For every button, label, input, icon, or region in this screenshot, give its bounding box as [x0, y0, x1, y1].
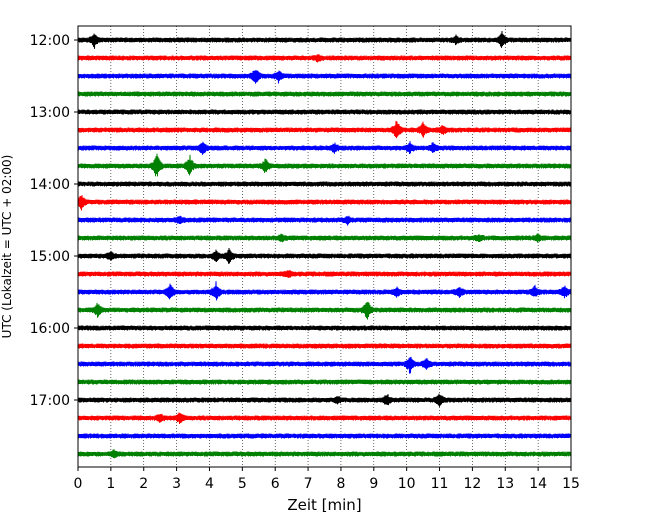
trace-group [77, 30, 572, 459]
x-tick-label: 8 [336, 476, 345, 492]
trace-1500 [77, 247, 572, 264]
x-tick-label: 4 [205, 476, 214, 492]
trace-1515 [77, 269, 572, 278]
trace-1245 [77, 91, 572, 97]
x-tick-label: 10 [398, 476, 416, 492]
x-tick-label: 12 [463, 476, 481, 492]
trace-1300 [77, 109, 572, 115]
y-axis-title: UTC (Lokalzeit = UTC + 02:00) [0, 155, 14, 339]
trace-1745 [77, 449, 572, 459]
x-tick-label: 6 [271, 476, 280, 492]
trace-1715 [77, 412, 572, 425]
trace-1400 [77, 181, 572, 187]
trace-1615 [77, 343, 572, 349]
trace-1315 [77, 120, 572, 139]
trace-1200 [77, 30, 572, 49]
x-tick-label: 2 [139, 476, 148, 492]
trace-1430 [77, 215, 572, 226]
trace-1730 [77, 433, 572, 439]
trace-1700 [77, 393, 572, 407]
plot-frame [77, 25, 572, 468]
trace-1330 [77, 141, 572, 155]
x-tick-label: 1 [106, 476, 115, 492]
y-tick-label: 12:00 [30, 33, 70, 49]
trace-1230 [77, 70, 572, 84]
y-tick-label: 17:00 [30, 393, 70, 409]
x-tick-label: 11 [431, 476, 449, 492]
trace-1600 [77, 325, 572, 331]
axis-ticks: 0 1 2 3 4 5 6 7 8 9 10 11 12 13 14 1512:0013:0014:0015:… [30, 33, 580, 492]
trace-1415 [77, 195, 572, 211]
x-tick-label: 0 [74, 476, 83, 492]
x-tick-label: 13 [496, 476, 514, 492]
trace-1530 [77, 281, 572, 301]
x-tick-label: 3 [172, 476, 181, 492]
x-tick-label: 9 [369, 476, 378, 492]
y-tick-label: 16:00 [30, 321, 70, 337]
x-tick-label: 14 [529, 476, 547, 492]
y-tick-label: 14:00 [30, 177, 70, 193]
x-axis-title: Zeit [min] [287, 496, 361, 514]
trace-1645 [77, 379, 572, 385]
y-tick-label: 15:00 [30, 249, 70, 265]
x-tick-label: 5 [238, 476, 247, 492]
y-tick-label: 13:00 [30, 105, 70, 121]
trace-1445 [77, 233, 572, 243]
x-tick-label: 7 [304, 476, 313, 492]
trace-1215 [77, 54, 572, 63]
x-tick-label: 15 [562, 476, 580, 492]
trace-1545 [77, 301, 572, 320]
trace-1630 [77, 356, 572, 374]
trace-1345 [77, 153, 572, 177]
